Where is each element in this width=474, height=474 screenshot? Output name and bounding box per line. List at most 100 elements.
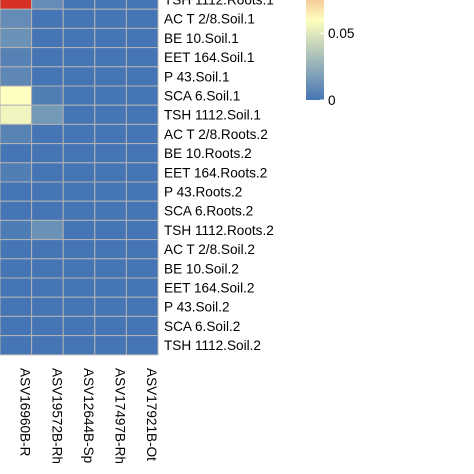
heatmap-cell [62,85,96,106]
heatmap-cell [0,277,33,298]
heatmap-cell [94,104,127,125]
heatmap-cell [94,8,127,29]
column-label: ASV19572B-Rh [49,368,64,464]
heatmap-cell [0,315,33,337]
row-label: BE 10.Soil.1 [164,31,239,46]
heatmap-cell [0,66,33,87]
heatmap-cell [94,143,127,164]
heatmap-cell [0,85,33,106]
row-label: AC T 2/8.Roots.2 [164,127,268,142]
heatmap-cell [62,143,96,164]
row-label: SCA 6.Soil.1 [164,89,240,104]
heatmap-cell [94,123,127,145]
heatmap-cell [31,219,64,241]
heatmap-cell [94,277,127,298]
heatmap-cell [62,123,96,145]
heatmap-cell [0,200,33,221]
row-label: TSH 1112.Roots.2 [164,223,274,238]
row-label: BE 10.Roots.2 [164,146,252,161]
heatmap-cell [0,123,33,145]
row-label: SCA 6.Soil.2 [164,319,240,334]
heatmap-cell [94,85,127,106]
row-label: EET 164.Soil.2 [164,281,254,296]
heatmap-cell [62,258,96,279]
heatmap-cell [125,315,159,337]
heatmap-cell [31,277,64,298]
colorbar-tick-label: 0 [328,93,336,108]
heatmap-cell [125,277,159,298]
heatmap-cell [31,47,64,68]
heatmap-cell [0,162,33,183]
heatmap-cell [62,0,96,10]
heatmap-cell [0,239,33,260]
heatmap-cell [125,123,159,145]
row-label: TSH 1112.Roots.1 [164,0,274,8]
column-label: ASV12644B-Sp [81,368,96,463]
heatmap-cell [94,200,127,221]
heatmap-cell [31,258,64,279]
row-label: SCA 6.Roots.2 [164,204,253,219]
heatmap-cell [62,335,96,356]
column-label: ASV17921B-Ot [144,368,159,461]
heatmap-cell [31,104,64,125]
heatmap-cell [31,123,64,145]
row-label: P 43.Soil.1 [164,69,230,84]
heatmap-cell [31,27,64,49]
heatmap-cell [31,8,64,29]
heatmap-cell [31,0,64,10]
heatmap-cell [0,0,33,10]
heatmap-cell [31,315,64,337]
heatmap-cell [62,277,96,298]
column-label: ASV17497B-Rh [113,368,128,464]
row-label: AC T 2/8.Soil.2 [164,242,255,257]
heatmap-cell [31,85,64,106]
heatmap-cell [125,219,159,241]
heatmap-cell [94,0,127,10]
row-label: EET 164.Soil.1 [164,50,254,65]
heatmap-cell [31,335,64,356]
heatmap-cell [125,47,159,68]
heatmap-cell [94,335,127,356]
row-label: P 43.Roots.2 [164,185,242,200]
heatmap-cell [62,162,96,183]
heatmap-cell [31,181,64,202]
heatmap-cell [62,239,96,260]
heatmap-cell [125,258,159,279]
heatmap-cell [94,296,127,317]
heatmap-cell [125,335,159,356]
heatmap-cell [62,66,96,87]
heatmap-cell [94,47,127,68]
heatmap-cell [125,143,159,164]
heatmap-cell [125,200,159,221]
heatmap-cell [31,162,64,183]
row-label: P 43.Soil.2 [164,300,230,315]
row-label: TSH 1112.Soil.1 [164,108,261,123]
color-legend: 00.05 [306,0,354,108]
heatmap-cell [125,27,159,49]
heatmap-cell [125,0,159,10]
heatmap-cell [125,8,159,29]
heatmap-cell [125,181,159,202]
heatmap-cell [31,66,64,87]
row-label: BE 10.Soil.2 [164,261,239,276]
heatmap-cell [31,239,64,260]
heatmap-cell [125,85,159,106]
heatmap-cell [125,162,159,183]
heatmap-cell [62,104,96,125]
heatmap-cell [62,296,96,317]
heatmap-cell [125,296,159,317]
heatmap-cell [0,8,33,29]
row-label: AC T 2/8.Soil.1 [164,12,255,27]
heatmap-cell [31,143,64,164]
heatmap-cell [125,239,159,260]
heatmap-cell [0,27,33,49]
heatmap-cell [0,181,33,202]
heatmap-cells [0,0,159,356]
heatmap-cell [94,162,127,183]
column-label: ASV16960B-R [18,368,33,457]
heatmap-cell [0,296,33,317]
heatmap-cell [125,104,159,125]
heatmap-cell [0,47,33,68]
heatmap-cell [0,219,33,241]
column-labels: ASV16960B-R ASV19572B-Rh ASV12644B-Sp ASV17… [18,368,159,464]
